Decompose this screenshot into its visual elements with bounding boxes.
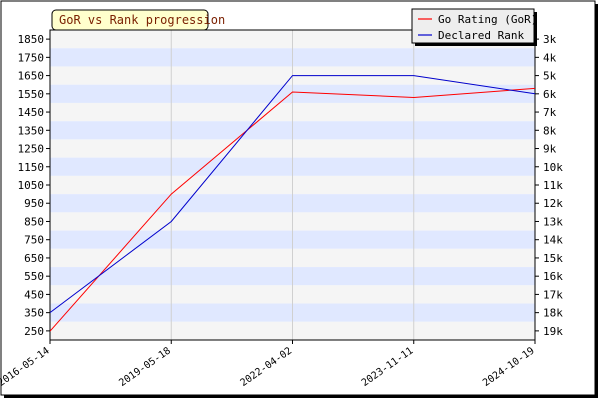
left-tick-label: 750 xyxy=(24,234,44,247)
right-tick-label: 6k xyxy=(543,88,557,101)
right-tick-label: 16k xyxy=(543,270,563,283)
right-tick-label: 7k xyxy=(543,106,557,119)
right-tick-label: 9k xyxy=(543,143,557,156)
left-tick-label: 450 xyxy=(24,288,44,301)
left-tick-label: 250 xyxy=(24,325,44,338)
right-tick-label: 4k xyxy=(543,51,557,64)
legend-label-rank: Declared Rank xyxy=(438,29,524,42)
left-tick-label: 1550 xyxy=(18,88,45,101)
legend: Go Rating (GoR) Declared Rank xyxy=(411,8,537,46)
left-tick-label: 1250 xyxy=(18,143,45,156)
right-tick-label: 5k xyxy=(543,70,557,83)
series-line-gor xyxy=(49,87,536,332)
left-tick-label: 850 xyxy=(24,215,44,228)
legend-label-gor: Go Rating (GoR) xyxy=(438,13,537,26)
left-tick-label: 1350 xyxy=(18,124,45,137)
left-axis-ticks: 250 350 450 550 650 750 850 950 1050 1150 1250 1350… xyxy=(18,33,50,338)
right-tick-label: 3k xyxy=(543,33,557,46)
vertical-grid xyxy=(170,30,415,340)
left-tick-label: 550 xyxy=(24,270,44,283)
right-tick-label: 10k xyxy=(543,161,563,174)
right-tick-label: 8k xyxy=(543,124,557,137)
series-line-rank xyxy=(49,75,536,313)
left-tick-label: 1450 xyxy=(18,106,45,119)
chart-title: GoR vs Rank progression xyxy=(59,13,225,27)
series-layer xyxy=(49,75,536,332)
left-tick-label: 650 xyxy=(24,252,44,265)
right-tick-label: 18k xyxy=(543,307,563,320)
left-tick-label: 1850 xyxy=(18,33,45,46)
right-tick-label: 11k xyxy=(543,179,563,192)
left-tick-label: 1050 xyxy=(18,179,45,192)
chart-title-box: GoR vs Rank progression xyxy=(51,9,225,31)
right-tick-label: 15k xyxy=(543,252,563,265)
left-tick-label: 1650 xyxy=(18,70,45,83)
right-tick-label: 17k xyxy=(543,288,563,301)
right-tick-label: 19k xyxy=(543,325,563,338)
left-tick-label: 1150 xyxy=(18,161,45,174)
left-tick-label: 1750 xyxy=(18,51,45,64)
right-axis-ticks: 3k 4k 5k 6k 7k 8k 9k 10k 11k 12k 13k 14k 15k 16k 17k 18… xyxy=(535,33,563,338)
right-tick-label: 12k xyxy=(543,197,563,210)
left-tick-label: 350 xyxy=(24,307,44,320)
right-tick-label: 14k xyxy=(543,234,563,247)
left-tick-label: 950 xyxy=(24,197,44,210)
right-tick-label: 13k xyxy=(543,215,563,228)
